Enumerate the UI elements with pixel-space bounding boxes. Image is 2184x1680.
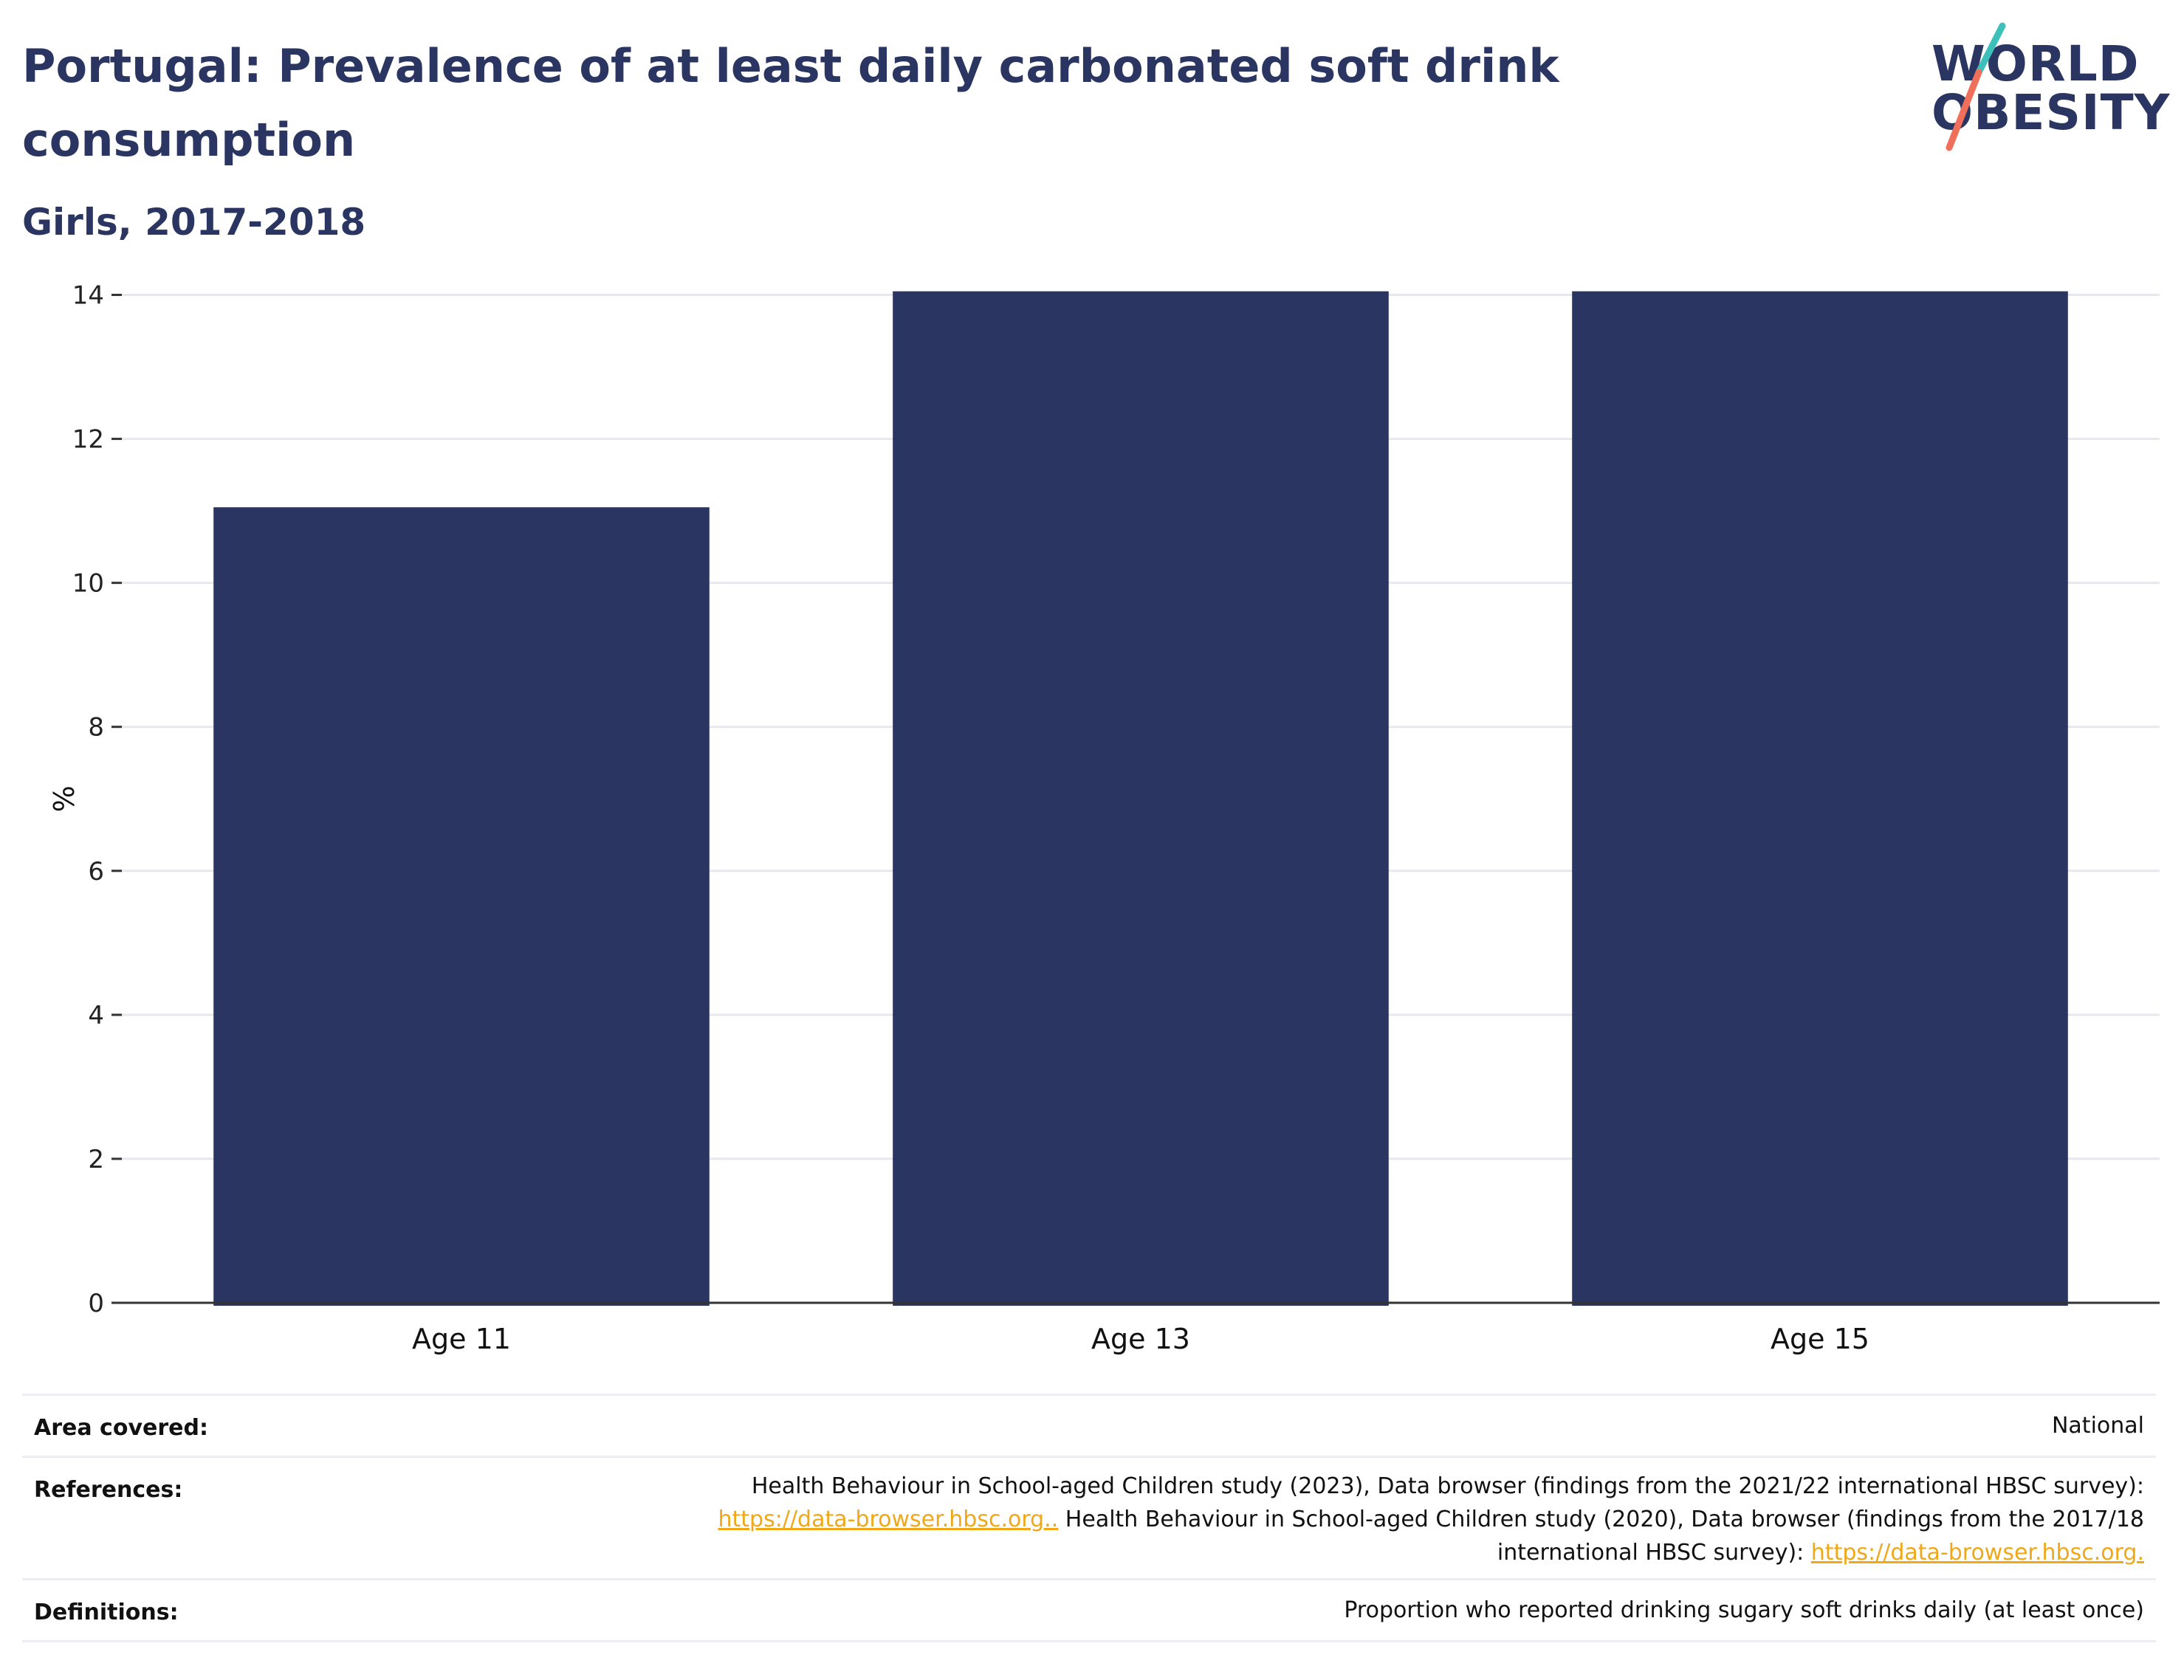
chart-title: Portugal: Prevalence of at least daily c… — [22, 39, 1559, 167]
logo-line1: WORLD — [1931, 35, 2140, 92]
area-covered-row: Area covered: National — [22, 1394, 2156, 1458]
x-tick-labels: Age 11 Age 13 Age 15 — [412, 1323, 1869, 1355]
y-axis-title: % — [47, 785, 79, 812]
x-tick-label: Age 13 — [1091, 1323, 1190, 1355]
references-line2-text: Health Behaviour in School-aged Children… — [1058, 1507, 2144, 1532]
x-tick-label: Age 11 — [412, 1323, 511, 1355]
logo-slash-icon — [1946, 22, 2006, 151]
world-obesity-logo: WORLD OBESITY — [1920, 22, 2171, 155]
definitions-label: Definitions: — [34, 1600, 179, 1625]
bar-age-11[interactable] — [213, 507, 710, 1307]
references-label: References: — [34, 1477, 183, 1503]
y-tick-label: 0 — [88, 1289, 104, 1318]
y-tick-label: 4 — [88, 1001, 104, 1030]
footer-bottom-rule — [22, 1640, 2156, 1642]
x-tick-label: Age 15 — [1771, 1323, 1869, 1355]
bar-chart: 0 2 4 6 8 10 12 14 Age 11 Age 13 Age 15 % — [47, 281, 2160, 1355]
y-tick-label: 14 — [72, 281, 104, 311]
definitions-value: Proportion who reported drinking sugary … — [1344, 1597, 2144, 1623]
references-row: References: Health Behaviour in School-a… — [22, 1456, 2156, 1580]
references-line2: https://data-browser.hbsc.org.. Health B… — [446, 1503, 2144, 1536]
bar-age-13[interactable] — [893, 291, 1389, 1307]
y-tick-labels: 0 2 4 6 8 10 12 14 — [72, 281, 122, 1318]
references-text: Health Behaviour in School-aged Children… — [446, 1470, 2144, 1569]
references-line3-text: international HBSC survey): — [1497, 1540, 1811, 1566]
y-tick-label: 8 — [88, 713, 104, 743]
references-link-2[interactable]: https://data-browser.hbsc.org. — [1810, 1540, 2144, 1566]
references-link-1[interactable]: https://data-browser.hbsc.org.. — [718, 1507, 1059, 1532]
bar-age-15[interactable] — [1572, 291, 2068, 1307]
y-tick-label: 2 — [88, 1145, 104, 1174]
references-line3: international HBSC survey): https://data… — [446, 1536, 2144, 1569]
y-tick-label: 6 — [88, 857, 104, 887]
y-tick-label: 12 — [72, 425, 104, 455]
references-line1: Health Behaviour in School-aged Children… — [751, 1473, 2144, 1499]
bars — [213, 291, 2068, 1307]
area-covered-label: Area covered: — [34, 1415, 208, 1441]
area-covered-value: National — [2051, 1413, 2144, 1439]
chart-subtitle: Girls, 2017-2018 — [22, 201, 366, 244]
definitions-row: Definitions: Proportion who reported dri… — [22, 1578, 2156, 1642]
y-tick-label: 10 — [72, 569, 104, 599]
